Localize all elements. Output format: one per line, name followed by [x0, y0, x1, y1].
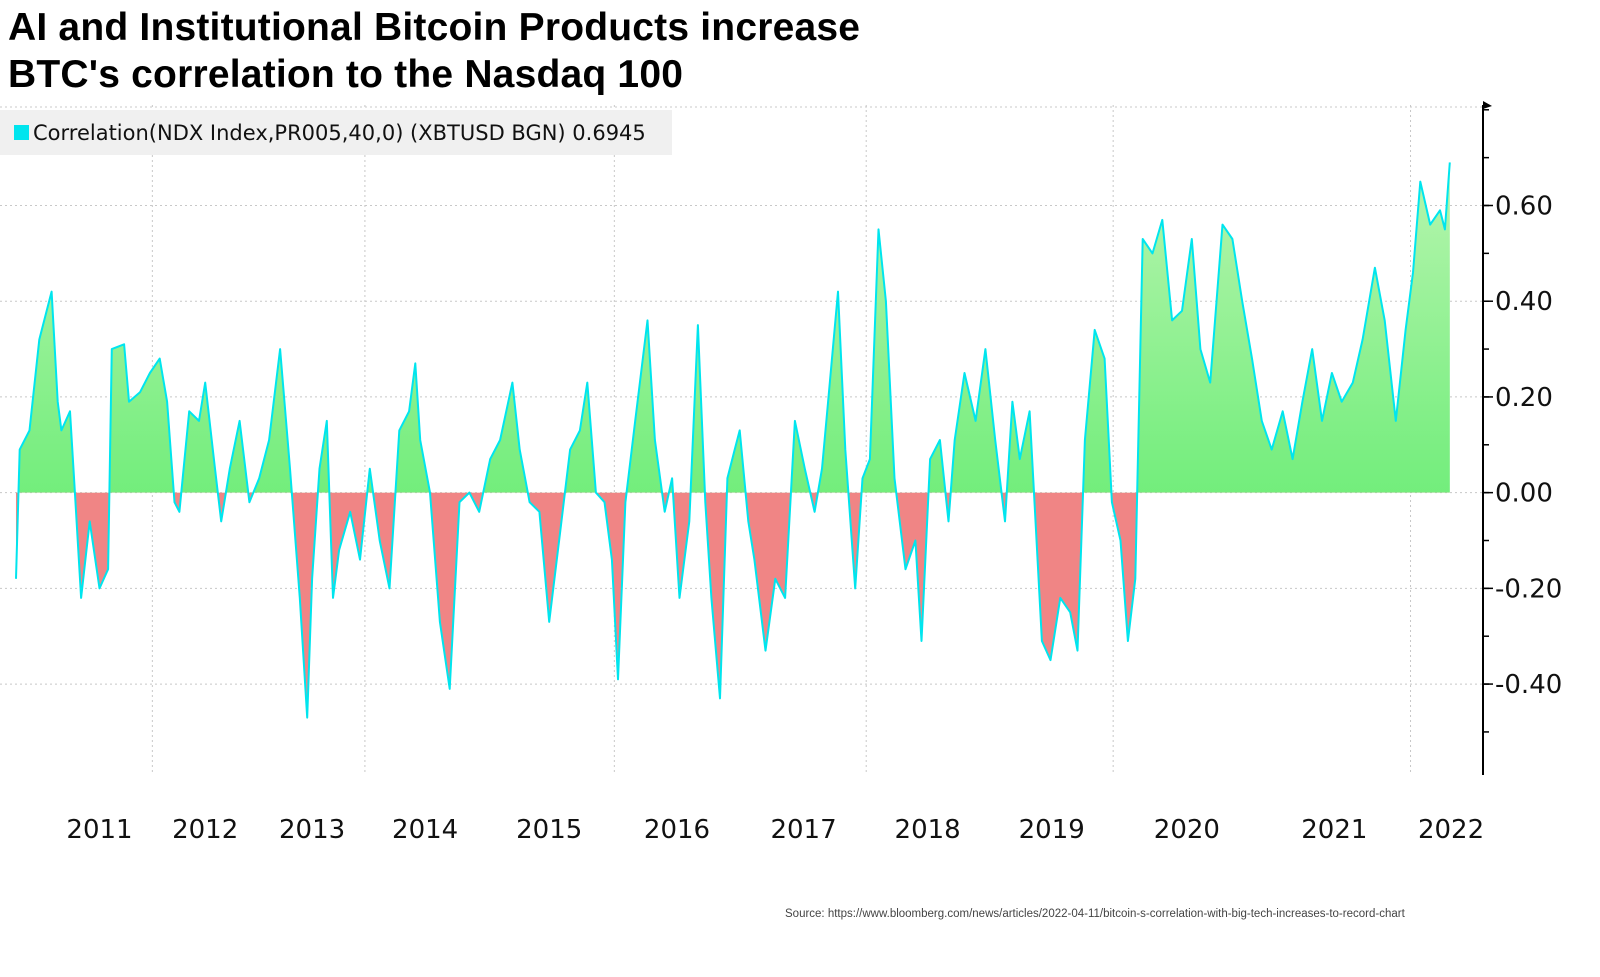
x-tick-label: 2020 [1154, 815, 1220, 845]
legend: Correlation(NDX Index,PR005,40,0) (XBTUS… [0, 110, 672, 155]
x-axis-labels: 2011 2012 2013 2014 2015 2016 2017 2018 2019 2020… [66, 815, 1484, 845]
y-tick-label: 0.00 [1495, 479, 1553, 509]
x-tick-label: 2013 [279, 815, 345, 845]
x-tick-label: 2011 [66, 815, 132, 845]
axis-arrow-icon [1483, 101, 1492, 109]
legend-label: Correlation(NDX Index,PR005,40,0) (XBTUS… [33, 120, 646, 145]
chart-title: AI and Institutional Bitcoin Products in… [8, 4, 860, 98]
x-tick-label: 2017 [770, 815, 836, 845]
x-tick-label: 2014 [392, 815, 458, 845]
legend-swatch [14, 125, 29, 140]
x-tick-label: 2016 [644, 815, 710, 845]
positive-area [18, 162, 1450, 493]
x-tick-label: 2012 [172, 815, 238, 845]
y-tick-label: 0.60 [1495, 192, 1553, 222]
y-axis: 0.60 0.40 0.20 0.00 -0.20 -0.40 [1482, 101, 1562, 775]
y-tick-label: 0.20 [1495, 383, 1553, 413]
y-tick-label: 0.40 [1495, 287, 1553, 317]
correlation-line [15, 162, 1451, 719]
y-tick-label: -0.20 [1495, 574, 1562, 604]
y-tick-label: -0.40 [1495, 670, 1562, 700]
x-tick-label: 2022 [1418, 815, 1484, 845]
x-tick-label: 2019 [1019, 815, 1085, 845]
x-tick-label: 2021 [1301, 815, 1367, 845]
x-tick-label: 2018 [895, 815, 961, 845]
x-tick-label: 2015 [516, 815, 582, 845]
title-line-2: BTC's correlation to the Nasdaq 100 [8, 53, 684, 96]
source-note: Source: https://www.bloomberg.com/news/a… [785, 908, 1405, 920]
negative-area [15, 492, 1450, 718]
title-line-1: AI and Institutional Bitcoin Products in… [8, 6, 861, 49]
